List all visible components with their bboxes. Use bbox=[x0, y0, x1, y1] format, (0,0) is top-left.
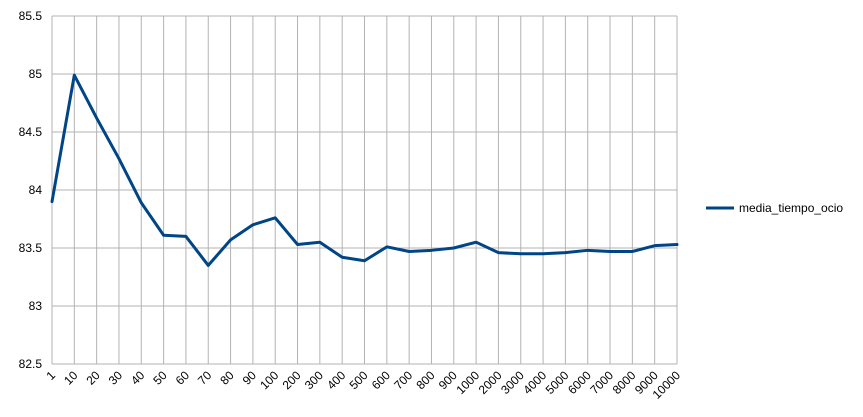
data-point bbox=[631, 250, 634, 253]
grid-lines bbox=[51, 15, 678, 365]
data-point bbox=[386, 246, 388, 248]
data-point bbox=[586, 249, 589, 252]
x-tick-label: 600 bbox=[369, 368, 393, 392]
y-tick-label: 84 bbox=[29, 183, 43, 197]
data-point bbox=[609, 250, 611, 253]
x-tick-label: 70 bbox=[195, 368, 215, 388]
y-tick-label: 82.5 bbox=[19, 357, 43, 371]
x-tick-label: 300 bbox=[302, 368, 326, 392]
data-point bbox=[207, 264, 210, 267]
x-tick-label: 50 bbox=[150, 368, 170, 388]
data-point bbox=[676, 243, 678, 246]
x-tick-label: 20 bbox=[83, 368, 103, 388]
data-point bbox=[51, 200, 53, 203]
data-point bbox=[140, 201, 143, 204]
x-tick-label: 8000 bbox=[610, 368, 639, 397]
data-point bbox=[475, 241, 477, 243]
x-tick-label: 6000 bbox=[565, 368, 594, 397]
x-tick-label: 3000 bbox=[498, 368, 527, 397]
x-tick-label: 1 bbox=[43, 368, 58, 383]
x-tick-label: 500 bbox=[347, 368, 371, 392]
x-tick-label: 90 bbox=[240, 368, 260, 388]
x-tick-label: 700 bbox=[391, 368, 415, 392]
data-point bbox=[653, 244, 656, 247]
series-group bbox=[50, 73, 679, 267]
data-point bbox=[319, 241, 321, 243]
x-axis-tick-labels: 1 10 20 30 40 50 60 70 80 90100200300400500600700… bbox=[43, 368, 683, 402]
x-tick-label: 800 bbox=[414, 368, 438, 392]
data-point bbox=[162, 234, 165, 237]
x-tick-label: 2000 bbox=[476, 368, 505, 397]
x-tick-label: 80 bbox=[217, 368, 237, 388]
y-tick-label: 85 bbox=[29, 67, 43, 81]
data-point bbox=[497, 251, 500, 254]
x-tick-label: 60 bbox=[173, 368, 193, 388]
x-tick-label: 1000 bbox=[453, 368, 482, 397]
data-point bbox=[452, 247, 455, 249]
x-tick-label: 40 bbox=[128, 368, 148, 388]
data-point bbox=[542, 253, 544, 255]
data-point bbox=[363, 259, 366, 262]
y-tick-label: 84.5 bbox=[19, 125, 43, 139]
data-point bbox=[73, 74, 76, 76]
data-point bbox=[185, 235, 187, 238]
x-tick-label: 7000 bbox=[587, 368, 616, 397]
x-tick-label: 5000 bbox=[543, 368, 572, 397]
data-point bbox=[95, 117, 98, 119]
x-tick-label: 10 bbox=[61, 368, 81, 388]
x-tick-label: 100 bbox=[257, 368, 281, 392]
x-tick-label: 200 bbox=[280, 368, 304, 392]
legend: media_tiempo_ocio bbox=[706, 201, 843, 215]
x-tick-label: 30 bbox=[106, 368, 126, 388]
data-point bbox=[118, 157, 120, 160]
data-point bbox=[430, 249, 433, 252]
data-point bbox=[274, 217, 277, 219]
data-point bbox=[341, 256, 343, 259]
data-point bbox=[408, 250, 410, 253]
x-tick-label: 4000 bbox=[520, 368, 549, 397]
data-point bbox=[229, 239, 232, 241]
y-axis-tick-labels: 82.5 83 83.5 84 84.5 85 85.5 bbox=[19, 9, 43, 371]
data-point bbox=[564, 251, 567, 254]
y-tick-label: 85.5 bbox=[19, 9, 43, 23]
legend-label: media_tiempo_ocio bbox=[739, 201, 843, 215]
data-point bbox=[296, 243, 299, 246]
y-tick-label: 83 bbox=[29, 299, 43, 313]
data-point bbox=[252, 224, 254, 226]
x-tick-label: 400 bbox=[324, 368, 348, 392]
data-point bbox=[519, 253, 522, 255]
y-tick-label: 83.5 bbox=[19, 241, 43, 255]
